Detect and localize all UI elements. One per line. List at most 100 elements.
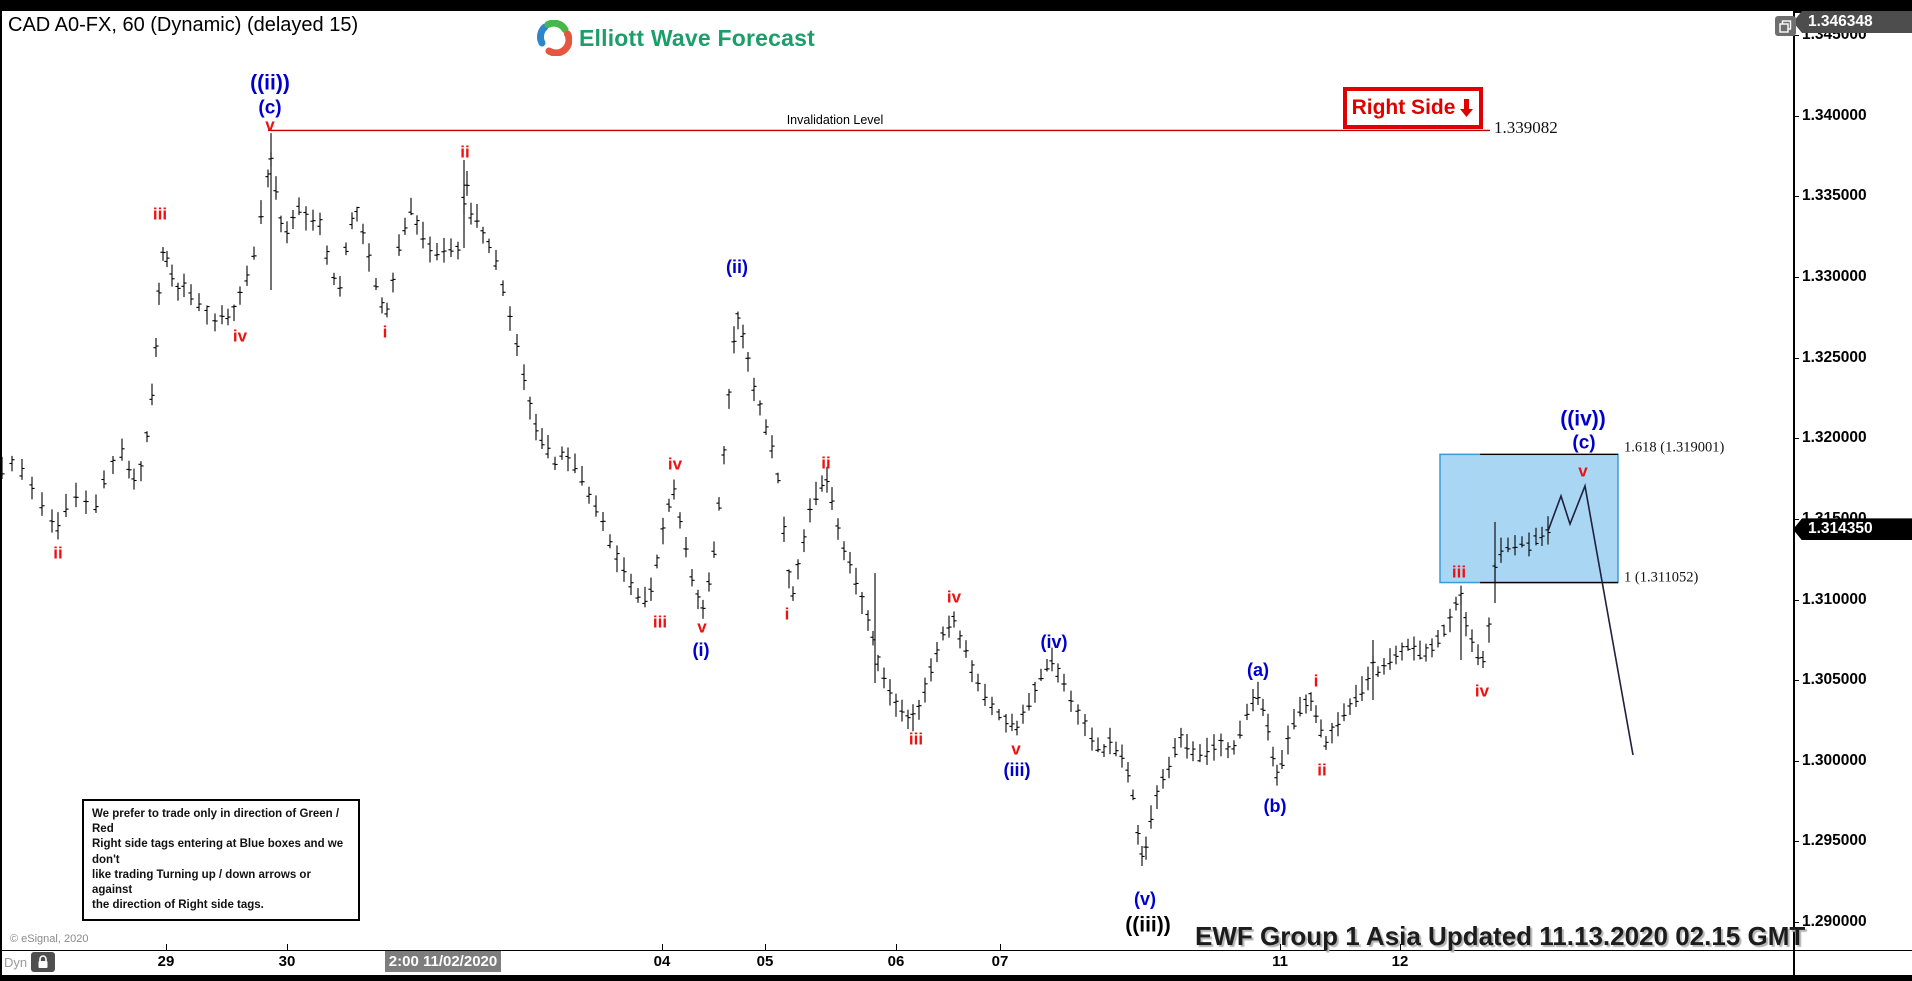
- price-bar: [1441, 624, 1447, 637]
- price-bar: [219, 305, 225, 325]
- price-bar: [1308, 692, 1314, 711]
- price-bar: [740, 324, 746, 349]
- price-bar: [1265, 713, 1271, 741]
- price-bar: [586, 486, 592, 504]
- price-bar: [231, 304, 237, 322]
- price-bar: [131, 468, 137, 490]
- price-axis-tick: [1793, 196, 1799, 198]
- price-axis-label: 1.290000: [1802, 913, 1867, 931]
- lock-icon[interactable]: [31, 952, 55, 972]
- price-bar: [1279, 749, 1285, 770]
- price-bar: [29, 476, 35, 500]
- price-bar: [156, 282, 162, 305]
- price-bar: [790, 586, 796, 601]
- price-bar: [19, 458, 25, 480]
- price-axis-tick: [1793, 841, 1799, 843]
- price-bar: [390, 272, 396, 293]
- price-bar: [829, 487, 835, 511]
- price-bar: [1139, 846, 1145, 867]
- price-bar: [545, 435, 551, 459]
- price-bar: [373, 278, 379, 291]
- price-bar: [244, 265, 250, 286]
- restore-window-icon[interactable]: [1775, 16, 1796, 36]
- price-bar: [1318, 719, 1324, 738]
- price-bar: [1347, 698, 1353, 716]
- price-bar: [1429, 638, 1435, 658]
- wave-label-red: iii: [152, 204, 168, 224]
- wave-label-black: ((iii)): [1125, 913, 1171, 937]
- time-axis-tick: [1000, 944, 1001, 951]
- symbol-title: CAD A0-FX, 60 (Dynamic) (delayed 15): [8, 14, 359, 36]
- price-bar: [996, 708, 1002, 721]
- price-bar: [1113, 741, 1119, 757]
- price-bar: [1453, 596, 1459, 611]
- price-bar: [507, 306, 513, 331]
- price-bar: [1130, 789, 1136, 801]
- price-bar: [360, 223, 366, 245]
- price-bar: [677, 512, 683, 529]
- price-bar: [660, 517, 666, 545]
- price-bar: [1313, 705, 1319, 724]
- price-bar: [716, 497, 722, 511]
- price-bar: [83, 490, 89, 514]
- price-bar: [317, 212, 323, 236]
- price-bar: [1519, 536, 1525, 548]
- price-bar: [769, 435, 775, 459]
- price-bar: [196, 293, 202, 312]
- price-bar: [893, 693, 899, 717]
- price-bar: [1032, 681, 1038, 703]
- price-bar: [1135, 824, 1141, 845]
- price-bar: [975, 673, 981, 692]
- wave-label-red: iv: [946, 587, 962, 607]
- wave-label-red: i: [784, 604, 790, 624]
- wave-label-blue: ((ii)): [250, 71, 290, 95]
- price-bar: [801, 529, 807, 553]
- price-bar: [763, 419, 769, 435]
- down-arrow-icon: [1460, 99, 1474, 117]
- price-chart-canvas[interactable]: [0, 0, 1793, 975]
- price-bar: [1184, 734, 1190, 759]
- price-bar: [1143, 836, 1149, 860]
- price-bar: [175, 282, 181, 301]
- price-axis-label: 1.305000: [1802, 671, 1867, 689]
- price-bar: [164, 251, 170, 268]
- price-bar: [237, 286, 243, 305]
- price-bar: [1411, 636, 1417, 661]
- price-axis-tick: [1793, 357, 1799, 359]
- price-bar: [654, 554, 660, 569]
- fib-extension-label: 1.618 (1.319001): [1624, 439, 1725, 456]
- price-bar: [1475, 644, 1481, 666]
- price-bar: [905, 709, 911, 730]
- price-bar: [963, 640, 969, 658]
- wave-label-red: iii: [652, 612, 668, 632]
- price-bar: [1250, 688, 1256, 712]
- price-bar: [337, 275, 343, 297]
- price-bar: [468, 202, 474, 225]
- price-bar: [1172, 738, 1178, 758]
- price-bar: [93, 494, 99, 513]
- price-bar: [593, 495, 599, 517]
- price-bar: [448, 238, 454, 258]
- price-bar: [331, 272, 337, 286]
- note-line: We prefer to trade only in direction of …: [92, 808, 340, 836]
- price-bar: [1166, 756, 1172, 779]
- price-bar: [1405, 638, 1411, 651]
- price-bar: [607, 534, 613, 549]
- price-bar: [1003, 714, 1009, 733]
- wave-label-red: ii: [1317, 760, 1327, 780]
- price-bar: [455, 241, 461, 260]
- price-bar: [1270, 746, 1276, 767]
- price-bar: [278, 215, 284, 233]
- price-bar: [1375, 666, 1381, 677]
- time-axis-label: 11: [1272, 953, 1288, 970]
- price-bar: [160, 246, 166, 261]
- forecast-projection-path: [1547, 483, 1634, 756]
- price-bar: [1107, 727, 1113, 755]
- price-bar: [989, 696, 995, 716]
- price-axis-label: 1.320000: [1802, 429, 1867, 447]
- price-bar: [1049, 647, 1055, 672]
- price-bar: [1498, 537, 1504, 563]
- price-bar: [533, 413, 539, 441]
- wave-label-red: iv: [667, 454, 683, 474]
- price-bar: [1480, 650, 1486, 669]
